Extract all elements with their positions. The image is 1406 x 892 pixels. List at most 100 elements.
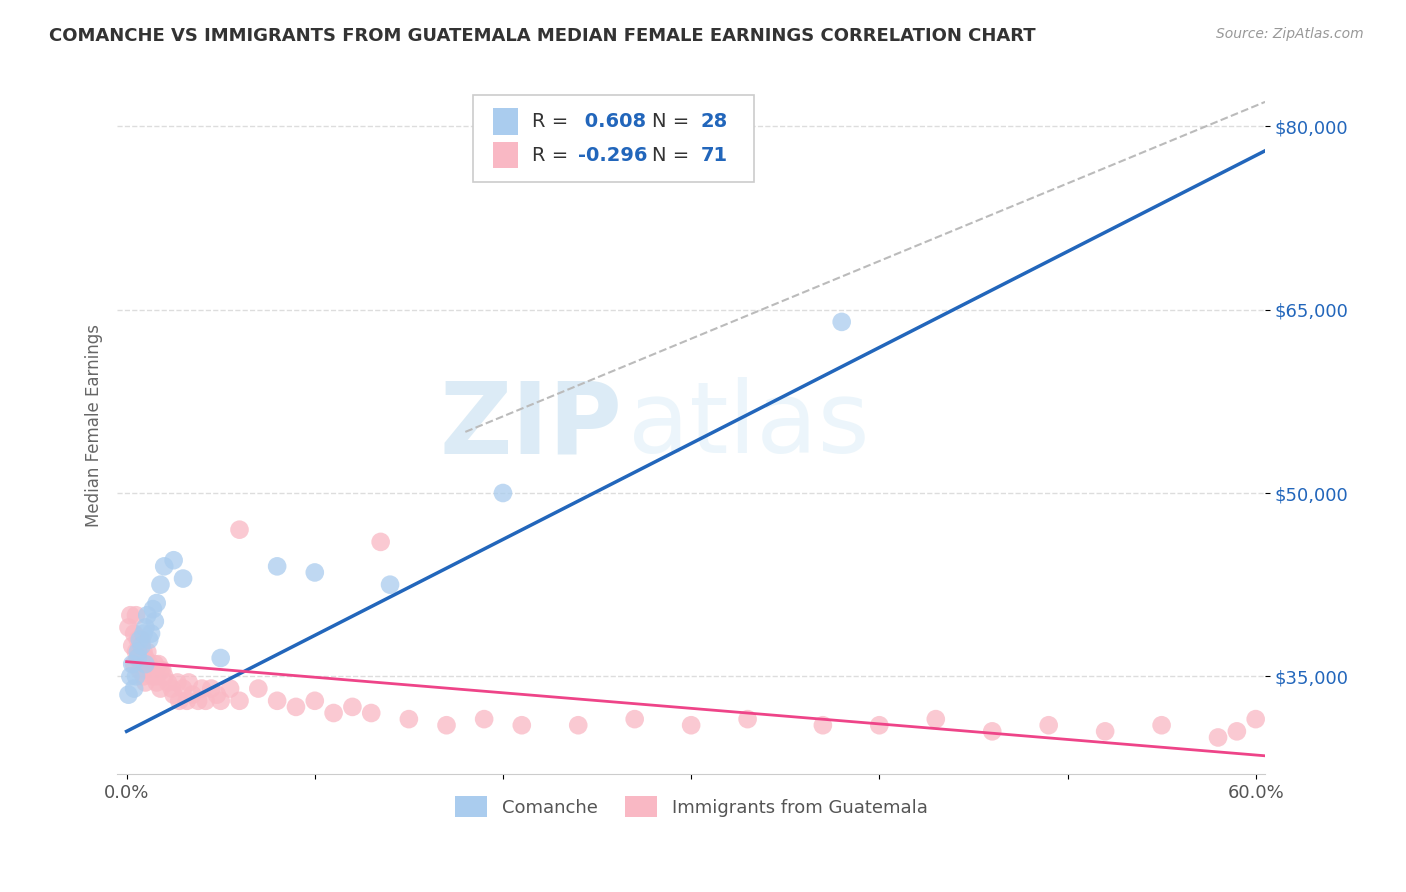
Point — [1244, 712, 1267, 726]
Point — [200, 681, 222, 696]
Point — [149, 663, 172, 677]
Point — [122, 681, 145, 696]
Point — [436, 718, 458, 732]
Point — [131, 632, 153, 647]
Point — [737, 712, 759, 726]
Point — [1150, 718, 1173, 732]
Point — [1038, 718, 1060, 732]
Point — [128, 632, 150, 647]
Point — [194, 694, 217, 708]
Point — [134, 675, 156, 690]
Point — [142, 602, 165, 616]
Point — [127, 651, 149, 665]
Point — [127, 651, 149, 665]
Point — [191, 681, 214, 696]
Point — [811, 718, 834, 732]
Point — [138, 632, 160, 647]
Point — [398, 712, 420, 726]
Point — [163, 688, 186, 702]
Point — [181, 688, 204, 702]
Point — [378, 577, 401, 591]
Point — [127, 632, 149, 647]
Point — [122, 626, 145, 640]
Point — [163, 553, 186, 567]
Point — [831, 315, 853, 329]
Point — [139, 626, 162, 640]
Point — [209, 651, 232, 665]
Point — [370, 535, 392, 549]
Text: atlas: atlas — [628, 377, 870, 475]
Point — [136, 645, 159, 659]
Point — [623, 712, 645, 726]
Point — [120, 608, 142, 623]
Text: N =: N = — [652, 146, 696, 165]
Point — [125, 608, 148, 623]
Text: 0.608: 0.608 — [578, 112, 645, 131]
Point — [166, 675, 188, 690]
Text: ZIP: ZIP — [440, 377, 623, 475]
Point — [131, 639, 153, 653]
Point — [209, 694, 232, 708]
Point — [1206, 731, 1229, 745]
Text: Source: ZipAtlas.com: Source: ZipAtlas.com — [1216, 27, 1364, 41]
Point — [128, 639, 150, 653]
Point — [122, 657, 145, 672]
Point — [492, 486, 515, 500]
Point — [128, 663, 150, 677]
Point — [284, 699, 307, 714]
Point — [132, 669, 155, 683]
Point — [1226, 724, 1249, 739]
Point — [187, 694, 209, 708]
Point — [136, 608, 159, 623]
Point — [205, 688, 228, 702]
Point — [145, 596, 167, 610]
Point — [125, 645, 148, 659]
Point — [472, 712, 495, 726]
Point — [142, 669, 165, 683]
FancyBboxPatch shape — [472, 95, 754, 182]
Point — [304, 694, 326, 708]
Point — [172, 681, 194, 696]
Point — [134, 657, 156, 672]
Point — [131, 657, 153, 672]
Legend: Comanche, Immigrants from Guatemala: Comanche, Immigrants from Guatemala — [447, 789, 935, 824]
Point — [360, 706, 382, 720]
Point — [510, 718, 533, 732]
Point — [153, 669, 176, 683]
Text: 71: 71 — [700, 146, 727, 165]
Point — [132, 626, 155, 640]
Point — [150, 663, 173, 677]
Point — [1094, 724, 1116, 739]
Point — [925, 712, 948, 726]
Point — [219, 681, 242, 696]
Point — [132, 645, 155, 659]
Point — [160, 681, 183, 696]
Point — [176, 694, 198, 708]
Y-axis label: Median Female Earnings: Median Female Earnings — [86, 325, 103, 527]
Point — [145, 669, 167, 683]
Point — [266, 559, 288, 574]
Point — [125, 669, 148, 683]
Point — [228, 694, 250, 708]
Point — [177, 675, 200, 690]
Point — [228, 523, 250, 537]
Point — [138, 657, 160, 672]
Point — [681, 718, 703, 732]
Point — [322, 706, 344, 720]
Point — [153, 559, 176, 574]
Point — [149, 577, 172, 591]
Text: R =: R = — [531, 146, 574, 165]
Point — [304, 566, 326, 580]
Text: -0.296: -0.296 — [578, 146, 647, 165]
Point — [567, 718, 589, 732]
Point — [139, 663, 162, 677]
Point — [134, 651, 156, 665]
Point — [266, 694, 288, 708]
Text: R =: R = — [531, 112, 574, 131]
Point — [149, 681, 172, 696]
Point — [127, 645, 149, 659]
Point — [134, 620, 156, 634]
Point — [145, 675, 167, 690]
Point — [143, 615, 166, 629]
Point — [981, 724, 1004, 739]
